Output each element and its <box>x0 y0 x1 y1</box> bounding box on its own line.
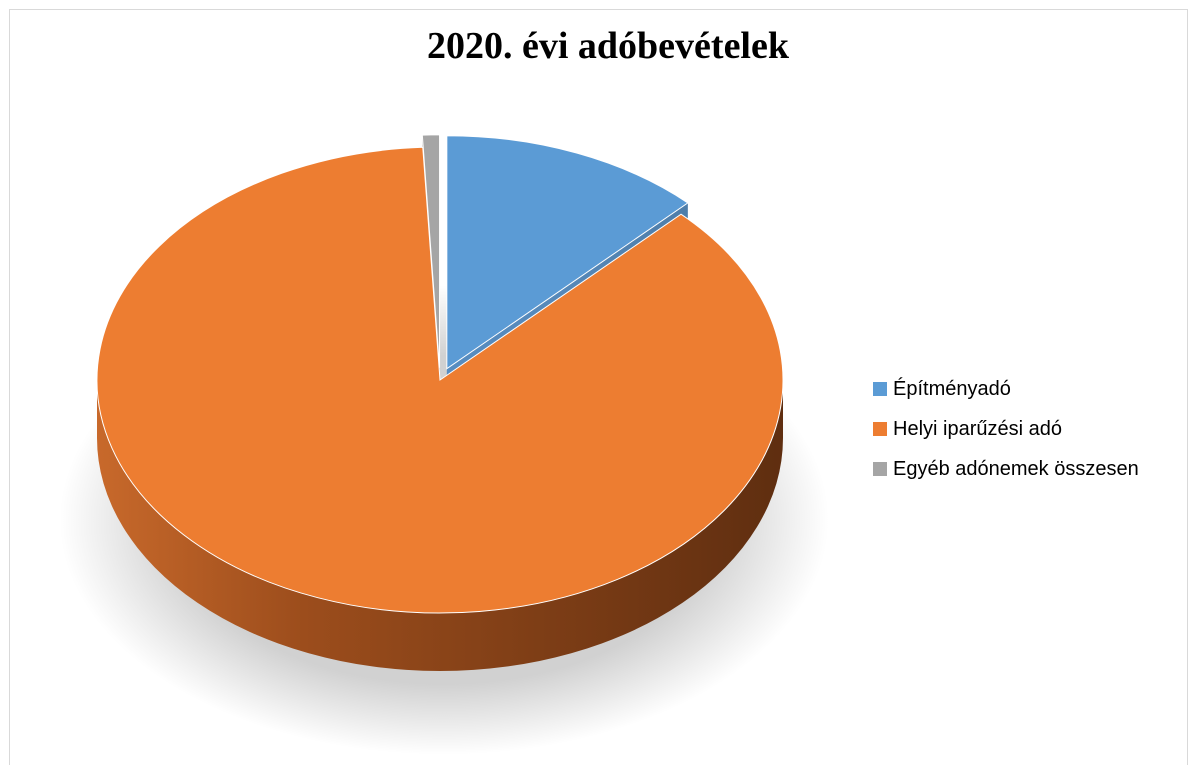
legend-label: Építményadó <box>893 377 1011 400</box>
legend-item-epitmenyado: Építményadó <box>873 369 1139 409</box>
legend-label: Helyi iparűzési adó <box>893 417 1062 440</box>
legend: Építményadó Helyi iparűzési adó Egyéb ad… <box>873 369 1139 489</box>
pie-slice-helyi-iparuzesi-ado <box>96 146 784 614</box>
legend-swatch-blue <box>873 382 887 396</box>
chart-title: 2020. évi adóbevételek <box>426 25 789 67</box>
legend-swatch-orange <box>873 422 887 436</box>
pie-slice-egyeb-adonemek-osszesen <box>421 134 441 368</box>
pie-slices <box>96 134 784 614</box>
pie-side-helyi-iparuzesi-ado <box>97 380 783 671</box>
legend-item-helyi-iparuzesi-ado: Helyi iparűzési adó <box>873 409 1139 449</box>
legend-label: Egyéb adónemek összesen <box>893 457 1139 480</box>
pie-slice-epitmenyado <box>446 135 689 370</box>
legend-item-egyeb-adonemek: Egyéb adónemek összesen <box>873 449 1139 489</box>
legend-swatch-gray <box>873 462 887 476</box>
